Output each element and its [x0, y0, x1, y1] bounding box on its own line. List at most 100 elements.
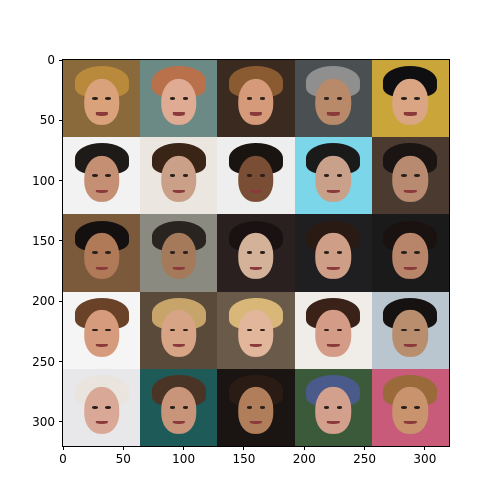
left-eye: [401, 97, 407, 100]
face-r4c1: [63, 291, 141, 369]
x-tick-mark: [62, 446, 64, 450]
left-eye: [246, 251, 253, 255]
mouth: [249, 112, 263, 116]
left-eye: [323, 328, 330, 332]
face-r3c2: [140, 214, 218, 292]
mouth: [172, 421, 185, 425]
face-r3c3: [217, 214, 295, 292]
right-eye: [337, 174, 343, 177]
face-r5c1: [63, 368, 141, 446]
mouth: [327, 266, 340, 270]
right-eye: [337, 251, 343, 255]
mouth: [172, 344, 185, 348]
left-eye: [246, 405, 253, 409]
x-tick-label: 0: [59, 452, 67, 466]
mouth: [327, 344, 340, 348]
right-eye: [414, 174, 420, 177]
face-r1c5: [371, 60, 449, 138]
face: [161, 78, 197, 125]
y-tick-label: 100: [32, 173, 55, 188]
mouth: [249, 189, 263, 193]
left-eye: [323, 174, 330, 177]
mouth: [172, 266, 185, 270]
face-r4c5: [371, 291, 449, 369]
y-tick-mark: [59, 180, 63, 182]
mouth: [95, 344, 108, 348]
left-eye: [246, 97, 253, 100]
face: [161, 387, 197, 434]
face: [392, 310, 429, 357]
mouth: [327, 112, 340, 116]
face: [392, 155, 429, 203]
y-tick-mark: [59, 421, 63, 423]
left-eye: [92, 251, 98, 255]
left-eye: [169, 97, 175, 100]
right-eye: [337, 405, 343, 409]
face-r3c5: [371, 214, 449, 292]
x-tick-mark: [183, 446, 185, 450]
face-r4c2: [140, 291, 218, 369]
x-tick-label: 250: [353, 452, 377, 466]
face: [238, 387, 274, 434]
mouth: [327, 421, 340, 425]
face: [392, 232, 429, 280]
right-eye: [182, 251, 189, 255]
y-tick-mark: [59, 240, 63, 242]
y-tick-label: 50: [39, 113, 55, 128]
left-eye: [92, 405, 98, 409]
left-eye: [401, 174, 407, 177]
right-eye: [182, 328, 189, 332]
left-eye: [401, 328, 407, 332]
face: [238, 78, 274, 125]
face-r5c3: [217, 368, 295, 446]
x-tick-mark: [243, 446, 245, 450]
face-grid-image: [62, 59, 450, 447]
face: [83, 78, 120, 125]
face-r4c4: [294, 291, 372, 369]
y-tick-label: 0: [47, 53, 55, 67]
right-eye: [105, 174, 111, 177]
left-eye: [169, 251, 175, 255]
y-tick-label: 150: [32, 233, 55, 248]
right-eye: [105, 251, 111, 255]
face-r2c5: [371, 137, 449, 215]
face: [161, 310, 197, 357]
x-tick-label: 50: [115, 452, 131, 466]
y-tick-mark: [59, 300, 63, 302]
mouth: [404, 266, 417, 270]
face: [315, 155, 351, 203]
face: [392, 387, 429, 434]
left-eye: [401, 251, 407, 255]
left-eye: [323, 97, 330, 100]
x-tick-label: 100: [172, 452, 196, 466]
right-eye: [182, 174, 189, 177]
y-tick-mark: [59, 119, 63, 121]
mouth: [172, 189, 185, 193]
face: [83, 155, 120, 203]
face-r2c2: [140, 137, 218, 215]
right-eye: [182, 405, 189, 409]
face: [392, 78, 429, 125]
right-eye: [259, 174, 266, 177]
face-r1c3: [217, 60, 295, 138]
face-r4c3: [217, 291, 295, 369]
face: [83, 232, 120, 280]
y-tick-label: 250: [32, 354, 55, 369]
face: [238, 155, 274, 203]
left-eye: [246, 174, 253, 177]
x-tick-mark: [364, 446, 366, 450]
x-tick-label: 300: [413, 452, 437, 466]
mouth: [404, 112, 417, 116]
right-eye: [105, 328, 111, 332]
right-eye: [259, 328, 266, 332]
face-r3c4: [294, 214, 372, 292]
left-eye: [169, 328, 175, 332]
mouth: [95, 112, 108, 116]
y-tick-label: 200: [32, 294, 55, 309]
x-tick-mark: [122, 446, 124, 450]
left-eye: [92, 174, 98, 177]
mouth: [249, 344, 263, 348]
right-eye: [105, 97, 111, 100]
face-r1c1: [63, 60, 141, 138]
mouth: [95, 421, 108, 425]
